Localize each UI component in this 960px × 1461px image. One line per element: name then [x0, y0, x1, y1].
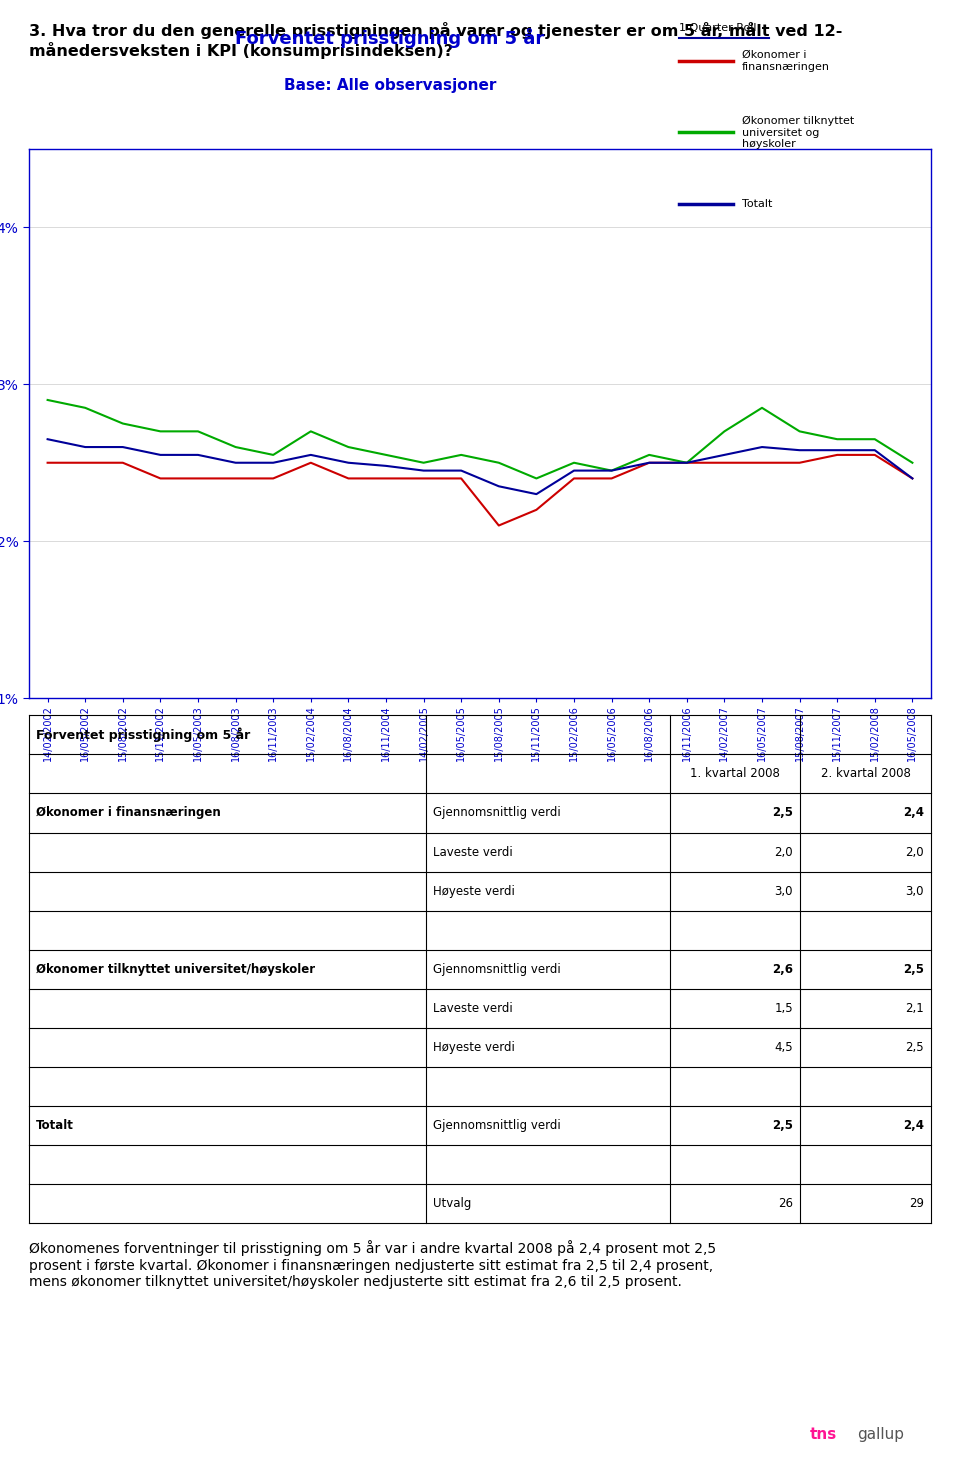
Text: Utvalg: Utvalg: [433, 1197, 471, 1210]
Text: 1. kvartal 2008: 1. kvartal 2008: [690, 767, 780, 780]
Text: Høyeste verdi: Høyeste verdi: [433, 884, 515, 897]
Text: 2,5: 2,5: [903, 963, 924, 976]
Text: Base: Alle observasjoner: Base: Alle observasjoner: [283, 77, 496, 92]
Text: Økonomer i finansnæringen: Økonomer i finansnæringen: [36, 806, 221, 820]
Text: 2,0: 2,0: [775, 846, 793, 859]
Text: 29: 29: [909, 1197, 924, 1210]
Text: Forventet prisstigning om 5 år: Forventet prisstigning om 5 år: [36, 728, 251, 742]
Text: 2,5: 2,5: [772, 806, 793, 820]
Text: Økonomer tilknyttet
universitet og
høyskoler: Økonomer tilknyttet universitet og høysk…: [742, 115, 854, 149]
Text: 3. Hva tror du den generelle prisstigningen på varer og tjenester er om 5 år, må: 3. Hva tror du den generelle prisstignin…: [29, 22, 842, 58]
Text: Økonomer i
finansnæringen: Økonomer i finansnæringen: [742, 50, 829, 72]
Text: 26: 26: [779, 1197, 793, 1210]
Text: 1,5: 1,5: [775, 1002, 793, 1015]
Text: Forventet prisstigning om 5 år: Forventet prisstigning om 5 år: [235, 28, 544, 48]
Text: 2,5: 2,5: [905, 1040, 924, 1053]
Text: Gjennomsnittlig verdi: Gjennomsnittlig verdi: [433, 963, 561, 976]
Text: Laveste verdi: Laveste verdi: [433, 1002, 513, 1015]
Text: 2,5: 2,5: [772, 1119, 793, 1132]
Text: Laveste verdi: Laveste verdi: [433, 846, 513, 859]
Text: 2,4: 2,4: [903, 1119, 924, 1132]
Text: tns: tns: [809, 1427, 836, 1442]
Text: Totalt: Totalt: [36, 1119, 74, 1132]
Text: 2. kvartal 2008: 2. kvartal 2008: [821, 767, 911, 780]
Text: Gjennomsnittlig verdi: Gjennomsnittlig verdi: [433, 806, 561, 820]
Text: 2,6: 2,6: [772, 963, 793, 976]
Text: 2,1: 2,1: [905, 1002, 924, 1015]
Text: 2,0: 2,0: [905, 846, 924, 859]
Text: Gjennomsnittlig verdi: Gjennomsnittlig verdi: [433, 1119, 561, 1132]
Text: Høyeste verdi: Høyeste verdi: [433, 1040, 515, 1053]
Text: Totalt: Totalt: [742, 199, 772, 209]
Text: 4,5: 4,5: [775, 1040, 793, 1053]
Text: 2,4: 2,4: [903, 806, 924, 820]
Text: gallup: gallup: [857, 1427, 904, 1442]
Text: Økonomenes forventninger til prisstigning om 5 år var i andre kvartal 2008 på 2,: Økonomenes forventninger til prisstignin…: [29, 1240, 716, 1289]
Text: 3,0: 3,0: [775, 884, 793, 897]
Text: Økonomer tilknyttet universitet/høyskoler: Økonomer tilknyttet universitet/høyskole…: [36, 963, 315, 976]
Text: 3,0: 3,0: [905, 884, 924, 897]
Text: 1 Quarter Roll: 1 Quarter Roll: [679, 22, 756, 32]
